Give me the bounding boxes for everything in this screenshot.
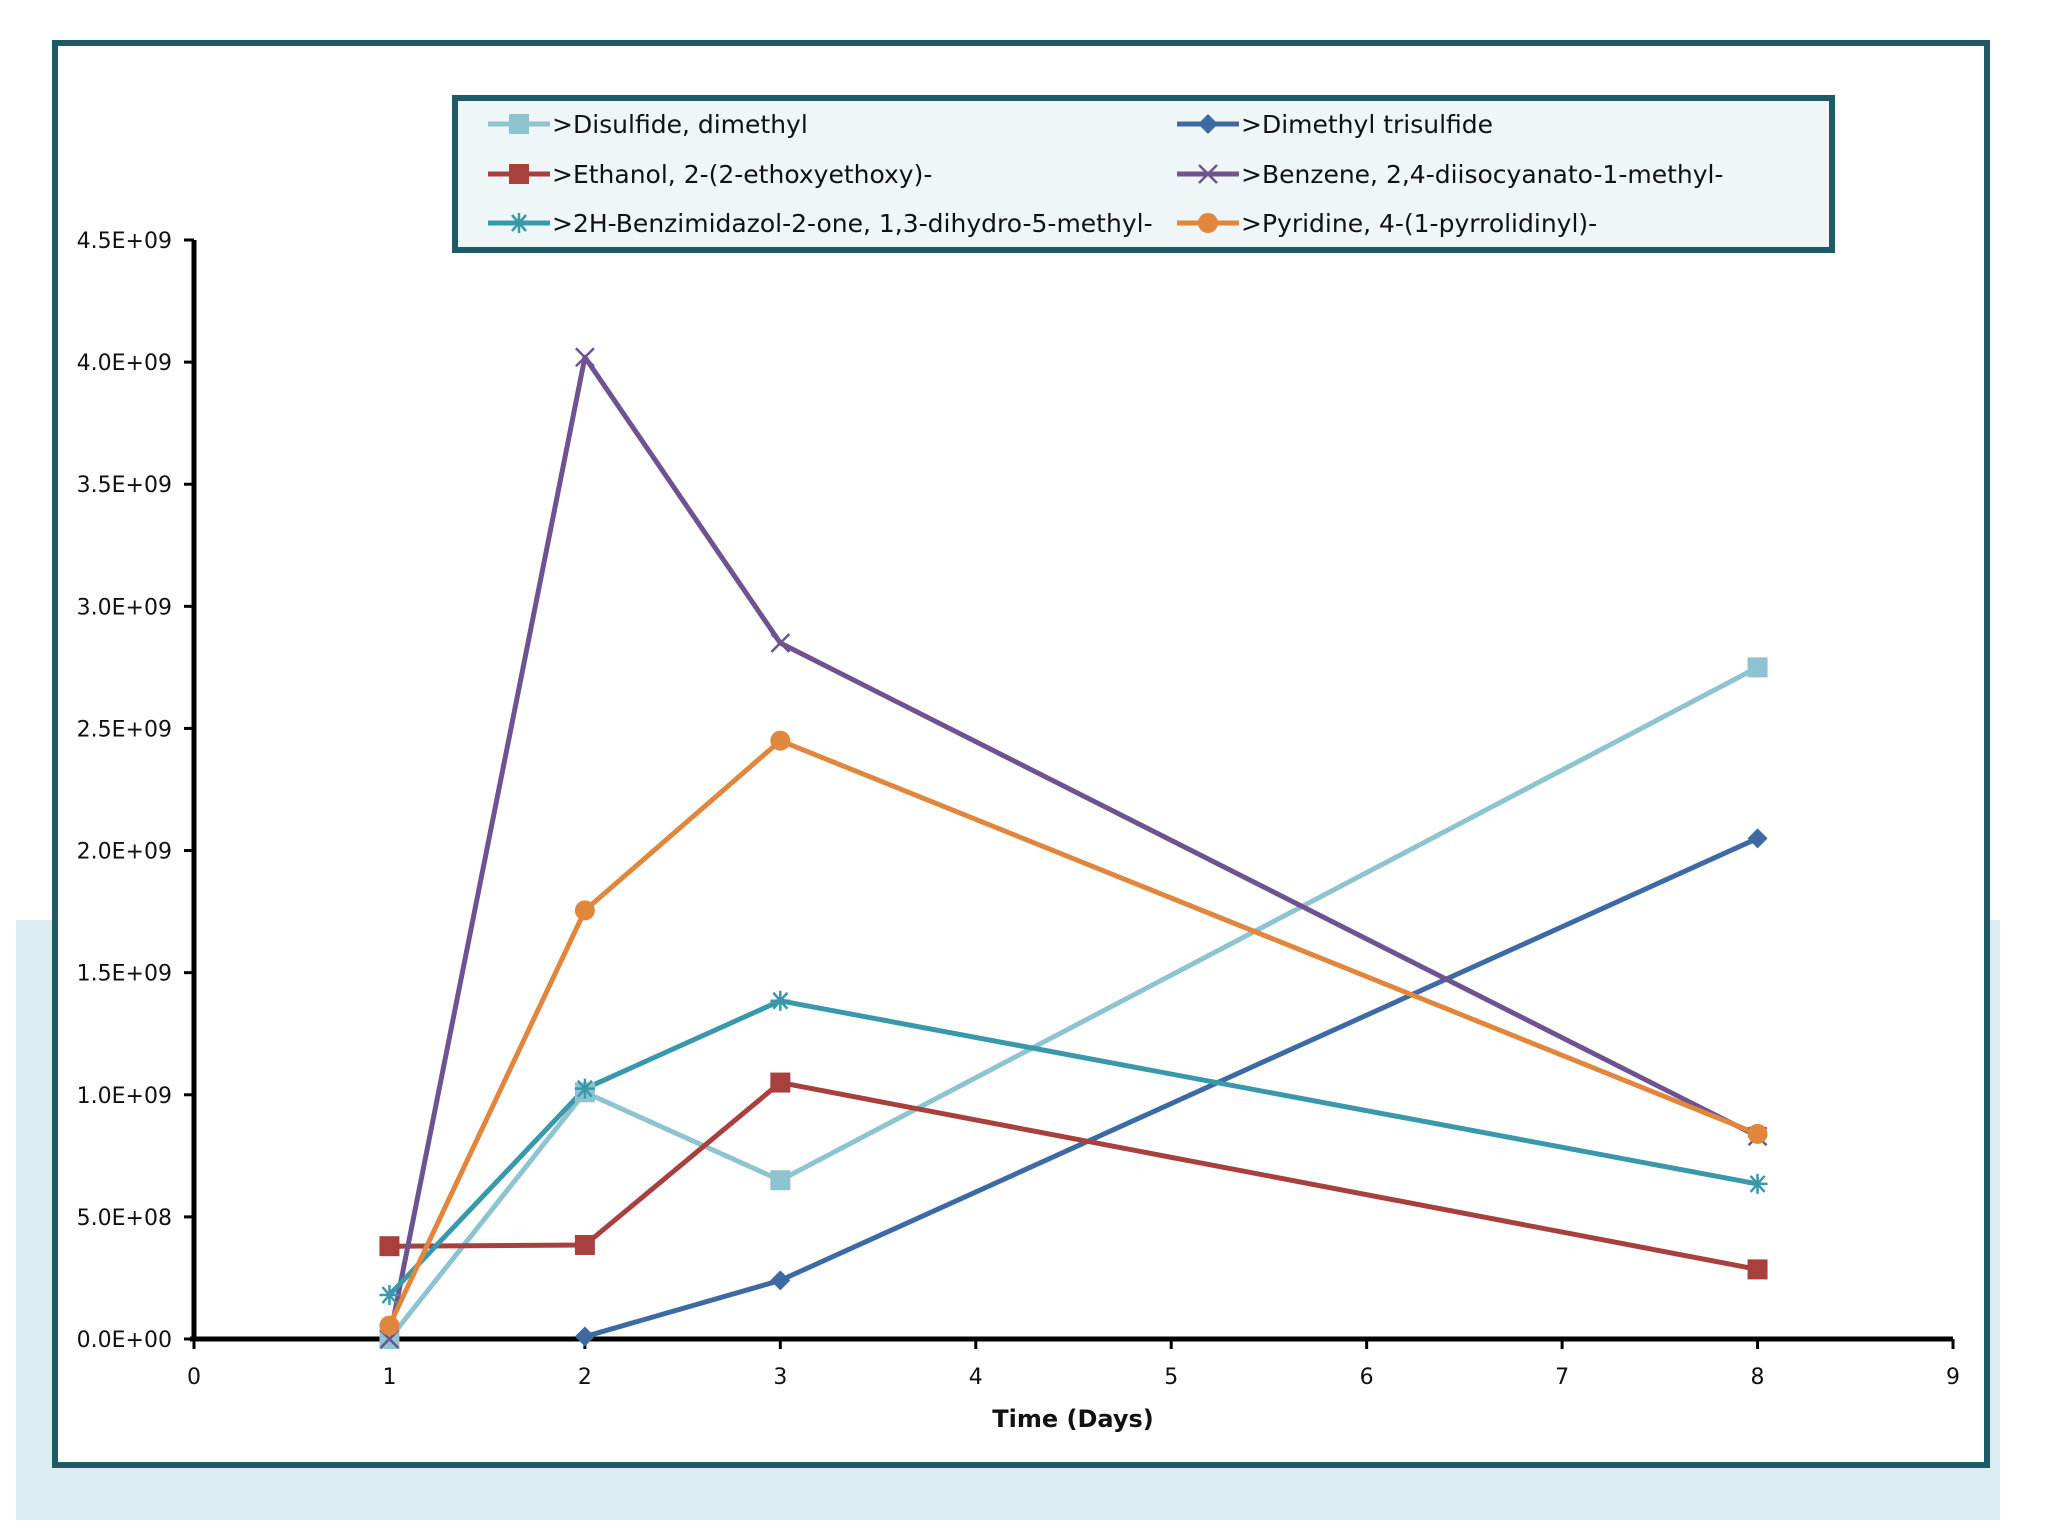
y-tick-label: 5.0E+08 [77, 1206, 172, 1231]
x-tick-label: 4 [969, 1365, 983, 1390]
point-pyridine-4-1-pyrrolidinyl [379, 1315, 400, 1336]
legend-entry-ethanol-2-2-ethoxyethoxy: >Ethanol, 2-(2-ethoxyethoxy)- [488, 160, 932, 189]
point-2h-benzimidazol-2-one-1-3-dihydro-5-methyl [1747, 1173, 1768, 1194]
point-dimethyl-trisulfide [770, 1270, 791, 1291]
x-tick-label: 6 [1360, 1365, 1374, 1390]
legend-swatch-marker [1198, 164, 1218, 184]
point-ethanol-2-2-ethoxyethoxy [379, 1236, 400, 1257]
x-axis-title: Time (Days) [992, 1405, 1153, 1433]
x-tick-label: 2 [578, 1365, 592, 1390]
y-tick-label: 3.0E+09 [77, 595, 172, 620]
y-tick-label: 4.5E+09 [77, 229, 172, 254]
series-line-pyridine-4-1-pyrrolidinyl [387, 738, 1759, 1327]
point-dimethyl-trisulfide [574, 1326, 595, 1347]
y-tick-label: 0.0E+00 [77, 1328, 172, 1353]
series-line-disulfide-dimethyl [387, 665, 1759, 1341]
point-ethanol-2-2-ethoxyethoxy [574, 1234, 595, 1255]
y-tick-label: 1.5E+09 [77, 962, 172, 987]
legend-label: >Ethanol, 2-(2-ethoxyethoxy)- [552, 160, 932, 189]
legend-swatch-marker [509, 213, 529, 233]
series-markers [379, 347, 1768, 1349]
point-dimethyl-trisulfide [1747, 828, 1768, 849]
legend-entry-dimethyl-trisulfide: >Dimethyl trisulfide [1177, 110, 1493, 139]
legend-swatch-marker [1198, 213, 1218, 233]
x-tick-label: 3 [773, 1365, 787, 1390]
series-line-2h-benzimidazol-2-one-1-3-dihydro-5-methyl [387, 998, 1759, 1297]
axes [190, 240, 1953, 1342]
legend-label: >Dimethyl trisulfide [1241, 110, 1493, 139]
legend-entry-benzene-2-4-diisocyanato-1-methyl: >Benzene, 2,4-diisocyanato-1-methyl- [1177, 160, 1723, 189]
legend-label: >Disulfide, dimethyl [552, 110, 808, 139]
legend-swatch-marker [1198, 114, 1218, 134]
legend-entry-pyridine-4-1-pyrrolidinyl: >Pyridine, 4-(1-pyrrolidinyl)- [1177, 209, 1597, 238]
point-disulfide-dimethyl [1747, 657, 1768, 678]
point-2h-benzimidazol-2-one-1-3-dihydro-5-methyl [574, 1078, 595, 1099]
series-line-ethanol-2-2-ethoxyethoxy [389, 1080, 1759, 1272]
series-line-dimethyl-trisulfide [584, 836, 1759, 1340]
x-tick-label: 0 [187, 1365, 201, 1390]
x-tick-label: 7 [1555, 1365, 1569, 1390]
x-tick-label: 1 [382, 1365, 396, 1390]
point-pyridine-4-1-pyrrolidinyl [770, 730, 791, 751]
y-tick-label: 2.5E+09 [77, 717, 172, 742]
x-tick-label: 5 [1164, 1365, 1178, 1390]
point-2h-benzimidazol-2-one-1-3-dihydro-5-methyl [379, 1285, 400, 1306]
y-tick-label: 3.5E+09 [77, 473, 172, 498]
series-lines [386, 354, 1759, 1341]
legend-entry-2h-benzimidazol-2-one-1-3-dihydro-5-methyl: >2H-Benzimidazol-2-one, 1,3-dihydro-5-me… [488, 209, 1153, 238]
legend-swatch-marker [509, 114, 529, 134]
point-disulfide-dimethyl [770, 1170, 791, 1191]
legend-box [452, 95, 1835, 253]
chart-frame [52, 40, 1990, 1468]
legend-label: >Pyridine, 4-(1-pyrrolidinyl)- [1241, 209, 1597, 238]
x-tick-label: 9 [1946, 1365, 1960, 1390]
point-ethanol-2-2-ethoxyethoxy [770, 1072, 791, 1093]
y-tick-label: 2.0E+09 [77, 840, 172, 865]
point-2h-benzimidazol-2-one-1-3-dihydro-5-methyl [770, 990, 791, 1011]
y-tick-label: 1.0E+09 [77, 1084, 172, 1109]
legend: >Disulfide, dimethyl >Dimethyl trisulfide… [452, 95, 1835, 253]
point-pyridine-4-1-pyrrolidinyl [1747, 1123, 1768, 1144]
point-pyridine-4-1-pyrrolidinyl [574, 900, 595, 921]
series-line-benzene-2-4-diisocyanato-1-methyl [386, 354, 1759, 1340]
legend-entry-disulfide-dimethyl: >Disulfide, dimethyl [488, 110, 808, 139]
ticks: 0 1 2 3 4 5 6 7 8 9 0.0E+00 5.0E+08 1.0E+09 1.5E+09 2.… [77, 229, 1960, 1390]
legend-label: >Benzene, 2,4-diisocyanato-1-methyl- [1241, 160, 1723, 189]
y-tick-label: 4.0E+09 [77, 351, 172, 376]
point-benzene-2-4-diisocyanato-1-methyl [575, 347, 595, 368]
legend-label: >2H-Benzimidazol-2-one, 1,3-dihydro-5-me… [552, 209, 1153, 238]
point-ethanol-2-2-ethoxyethoxy [1747, 1259, 1768, 1280]
legend-swatch-marker [509, 164, 529, 184]
x-tick-label: 8 [1751, 1365, 1765, 1390]
point-benzene-2-4-diisocyanato-1-methyl [770, 633, 791, 653]
